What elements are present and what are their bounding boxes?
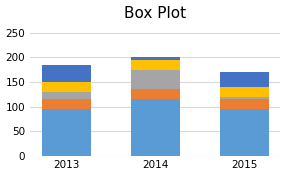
Bar xyxy=(131,57,180,60)
Bar xyxy=(220,87,269,97)
Bar xyxy=(131,99,180,156)
Bar xyxy=(220,97,269,99)
Bar xyxy=(41,92,91,99)
Bar xyxy=(41,65,91,82)
Bar xyxy=(131,89,180,99)
Bar xyxy=(41,99,91,109)
Bar xyxy=(131,70,180,89)
Bar xyxy=(220,109,269,156)
Bar xyxy=(131,60,180,70)
Bar xyxy=(220,99,269,109)
Bar xyxy=(41,82,91,92)
Title: Box Plot: Box Plot xyxy=(124,6,186,21)
Bar xyxy=(41,109,91,156)
Bar xyxy=(220,72,269,87)
